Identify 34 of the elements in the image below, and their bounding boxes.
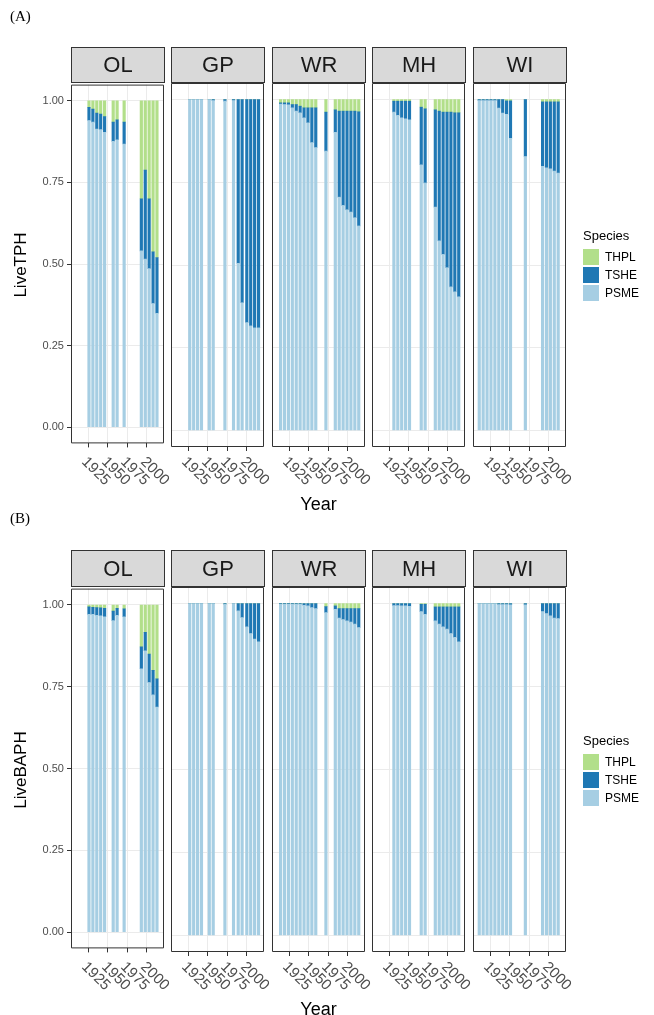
x-axis-title: Year [300,999,337,1015]
legend-label: PSME [605,286,640,300]
chart-title: MH [372,550,466,587]
y-tick-label: 0.00 [42,925,64,938]
chart-title: GP [171,47,265,83]
text: (A) [10,8,31,25]
chart-title: WR [272,550,366,587]
legend-label: PSME [605,790,640,805]
y-tick-label: 0.00 [42,420,64,433]
y-axis-title: LiveBAPH [10,730,31,809]
chart-title: WR [272,47,366,83]
y-tick-label: 0.50 [42,761,64,774]
legend-label: THPL [605,250,636,264]
y-tick-label: 1.00 [42,93,64,106]
legend-label: TSHE [605,268,638,282]
chart-title: OL [71,550,165,587]
x-axis-title: Year [300,494,337,515]
legend-title: Species [583,228,631,243]
legend-label: THPL [605,754,636,769]
y-tick-label: 0.75 [42,679,64,692]
chart-title: WI [473,47,567,83]
chart-title: WI [473,550,567,587]
y-tick-label: 0.25 [42,843,64,856]
y-axis-title: LiveTPH [10,232,31,298]
chart-title: OL [71,47,165,83]
chart-title: GP [171,550,265,587]
legend-title: Species [583,732,631,748]
legend-label: TSHE [605,772,638,787]
y-tick-label: 0.75 [42,175,64,188]
chart-title: MH [372,47,466,83]
text: (B) [10,510,30,527]
y-tick-label: 0.25 [42,338,64,351]
y-tick-label: 0.50 [42,257,64,270]
y-tick-label: 1.00 [42,597,64,610]
